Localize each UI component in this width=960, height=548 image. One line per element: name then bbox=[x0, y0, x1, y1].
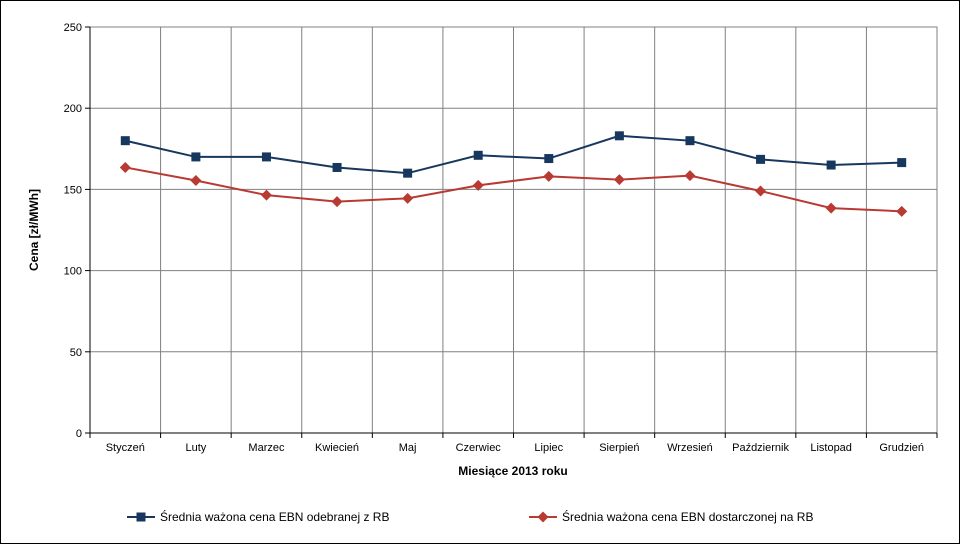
x-tick-label: Marzec bbox=[248, 442, 285, 454]
data-point bbox=[756, 154, 766, 164]
y-axis-label: Cena [zł/MWh] bbox=[27, 189, 41, 271]
series-line bbox=[125, 134, 902, 175]
legend-item-2: Średnia ważona cena EBN dostarczonej na … bbox=[529, 509, 813, 524]
series-line bbox=[125, 166, 902, 213]
data-point bbox=[261, 152, 271, 162]
data-point bbox=[472, 179, 484, 191]
legend: Średnia ważona cena EBN odebranej z RB Śr… bbox=[127, 509, 813, 524]
data-point bbox=[826, 160, 836, 170]
data-point bbox=[473, 150, 483, 160]
x-tick-label: Październik bbox=[732, 442, 789, 454]
x-tick-label: Maj bbox=[399, 442, 417, 454]
data-point bbox=[260, 189, 272, 201]
y-tick-label: 0 bbox=[76, 428, 82, 440]
data-point bbox=[613, 174, 625, 186]
data-point bbox=[825, 202, 837, 214]
x-tick-label: Luty bbox=[185, 442, 206, 454]
data-point bbox=[684, 170, 696, 182]
data-point bbox=[332, 162, 342, 172]
y-tick-label: 250 bbox=[64, 22, 82, 34]
data-point bbox=[402, 192, 414, 204]
x-tick-label: Grudzień bbox=[879, 442, 924, 454]
x-tick-label: Czerwiec bbox=[456, 442, 502, 454]
x-tick-label: Styczeń bbox=[106, 442, 145, 454]
data-point bbox=[331, 196, 343, 208]
data-point bbox=[120, 136, 130, 146]
x-tick-label: Listopad bbox=[810, 442, 852, 454]
data-point bbox=[896, 205, 908, 217]
data-point bbox=[119, 161, 131, 173]
x-axis-label: Miesiące 2013 roku bbox=[458, 464, 567, 478]
y-tick-label: 100 bbox=[64, 266, 82, 278]
data-point bbox=[614, 131, 624, 141]
y-tick-label: 150 bbox=[64, 184, 82, 196]
y-axis-ticks: 0 50 100 150 200 250 bbox=[64, 22, 91, 440]
data-point bbox=[191, 152, 201, 162]
series-layer bbox=[119, 131, 908, 217]
data-point bbox=[537, 511, 549, 523]
data-point bbox=[897, 158, 907, 168]
series-1 bbox=[120, 131, 907, 178]
legend-item-1: Średnia ważona cena EBN odebranej z RB bbox=[127, 509, 389, 524]
x-tick-label: Wrzesień bbox=[667, 442, 713, 454]
data-point bbox=[755, 185, 767, 197]
y-tick-label: 50 bbox=[70, 347, 82, 359]
series-2 bbox=[119, 161, 908, 217]
data-point bbox=[190, 174, 202, 186]
data-point bbox=[136, 512, 146, 522]
legend-label: Średnia ważona cena EBN odebranej z RB bbox=[160, 509, 389, 524]
x-axis-ticks: Styczeń Luty Marzec Kwiecień Maj Czerwiec Lipi… bbox=[89, 432, 938, 454]
data-point bbox=[543, 170, 555, 182]
y-tick-label: 200 bbox=[64, 103, 82, 115]
data-point bbox=[685, 136, 695, 146]
x-tick-label: Sierpień bbox=[599, 442, 639, 454]
data-point bbox=[544, 154, 554, 164]
x-tick-label: Kwiecień bbox=[315, 442, 359, 454]
legend-label: Średnia ważona cena EBN dostarczonej na … bbox=[562, 509, 813, 524]
x-tick-label: Lipiec bbox=[534, 442, 563, 454]
grid bbox=[89, 26, 938, 434]
data-point bbox=[403, 168, 413, 178]
